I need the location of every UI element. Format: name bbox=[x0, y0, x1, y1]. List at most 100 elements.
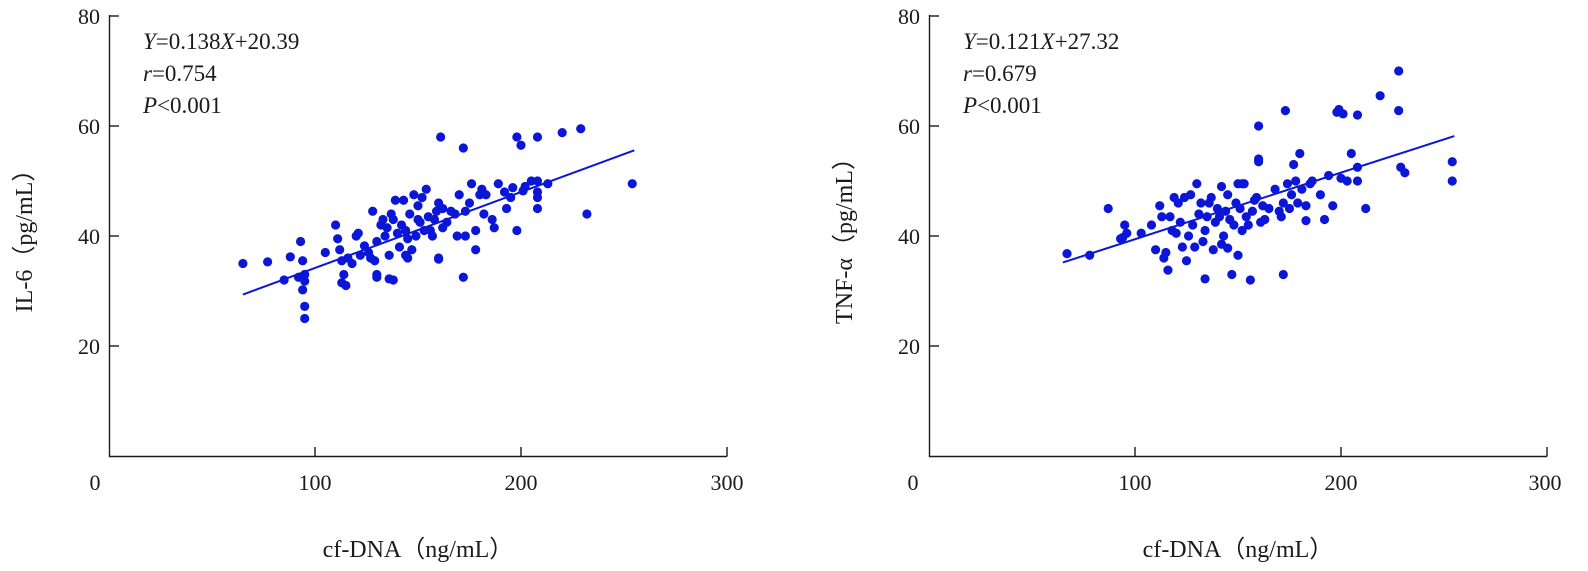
data-point bbox=[520, 181, 530, 192]
data-point bbox=[1291, 176, 1301, 186]
data-point bbox=[1324, 170, 1334, 181]
data-point bbox=[1181, 256, 1192, 266]
data-point bbox=[285, 252, 295, 262]
data-point bbox=[238, 258, 248, 269]
data-point bbox=[405, 209, 415, 219]
chart-tnf-alpha: TNF-α（pg/mL） cf-DNA（ng/mL） 0 100 200 300… bbox=[832, 4, 1562, 563]
data-point bbox=[401, 225, 411, 236]
data-point bbox=[300, 301, 310, 311]
p-symbol: P bbox=[142, 93, 157, 118]
y-axis: 20 40 60 80 bbox=[898, 4, 939, 457]
plot-area bbox=[1062, 66, 1457, 285]
data-point bbox=[320, 247, 330, 258]
data-point bbox=[1103, 203, 1113, 214]
data-point bbox=[487, 214, 497, 225]
data-point bbox=[382, 223, 392, 233]
data-point bbox=[1301, 216, 1311, 226]
data-point bbox=[1190, 242, 1200, 252]
data-point bbox=[413, 201, 423, 211]
regression-annotation: Y=0.138X+20.39 r=0.754 P<0.001 bbox=[142, 29, 299, 118]
data-point bbox=[1136, 228, 1146, 238]
eq-slope: =0.121 bbox=[976, 29, 1041, 54]
data-point bbox=[460, 231, 470, 241]
data-point bbox=[263, 257, 273, 267]
data-point bbox=[1284, 203, 1295, 214]
data-point bbox=[1278, 198, 1288, 208]
data-point bbox=[1200, 274, 1210, 284]
y-tick-label: 40 bbox=[898, 224, 920, 249]
data-point bbox=[388, 214, 398, 225]
data-point bbox=[1342, 176, 1352, 186]
data-point bbox=[1157, 212, 1167, 222]
data-point bbox=[300, 313, 310, 324]
data-point bbox=[1394, 66, 1404, 76]
data-point bbox=[1352, 162, 1363, 172]
data-point bbox=[532, 203, 543, 214]
data-point bbox=[1165, 212, 1175, 222]
data-point bbox=[1163, 265, 1173, 275]
data-point bbox=[1173, 198, 1183, 208]
data-point bbox=[353, 228, 363, 238]
y-tick-label: 40 bbox=[78, 224, 100, 249]
data-point bbox=[1122, 228, 1132, 238]
r-value: =0.679 bbox=[972, 61, 1037, 86]
eq-x-var: X bbox=[1040, 29, 1056, 54]
data-point bbox=[372, 236, 382, 247]
x-tick-label: 200 bbox=[1325, 470, 1358, 495]
eq-y-var: Y bbox=[963, 29, 978, 54]
r-value: =0.754 bbox=[152, 61, 217, 86]
x-tick-label: 100 bbox=[1119, 470, 1152, 495]
data-point bbox=[1085, 250, 1095, 260]
data-point bbox=[347, 258, 357, 269]
x-tick-label: 300 bbox=[711, 470, 744, 495]
data-point bbox=[464, 198, 475, 208]
data-point bbox=[543, 179, 553, 189]
data-point bbox=[380, 231, 390, 241]
data-point bbox=[394, 242, 405, 252]
data-point bbox=[1194, 209, 1204, 219]
data-point bbox=[1247, 206, 1258, 216]
data-point bbox=[339, 269, 349, 280]
data-point bbox=[466, 179, 477, 189]
data-point bbox=[1286, 190, 1297, 200]
data-point bbox=[479, 209, 489, 219]
data-point bbox=[1276, 212, 1286, 222]
data-point bbox=[1237, 179, 1247, 189]
data-point bbox=[471, 225, 481, 236]
x-axis-title: cf-DNA（ng/mL） bbox=[323, 537, 514, 563]
data-point bbox=[458, 272, 468, 282]
data-point bbox=[1151, 245, 1161, 255]
p-text: <0.001 bbox=[157, 93, 222, 118]
data-point bbox=[1328, 201, 1338, 211]
data-point bbox=[368, 206, 378, 216]
data-point bbox=[1293, 198, 1303, 208]
correlation-r: r=0.754 bbox=[143, 61, 217, 86]
data-point bbox=[384, 250, 394, 260]
data-point bbox=[293, 272, 304, 282]
data-point bbox=[576, 124, 586, 134]
x-axis: 0 100 200 300 bbox=[90, 447, 744, 495]
data-point bbox=[1196, 198, 1206, 208]
y-axis-title: IL-6（pg/mL） bbox=[12, 158, 38, 313]
data-point bbox=[337, 278, 347, 288]
plot-area bbox=[238, 124, 637, 324]
x-axis-title: cf-DNA（ng/mL） bbox=[1143, 537, 1334, 563]
p-symbol: P bbox=[962, 93, 977, 118]
data-point bbox=[1218, 231, 1229, 241]
data-point bbox=[407, 245, 417, 255]
chart-il6: IL-6（pg/mL） cf-DNA（ng/mL） 0 100 200 300 … bbox=[12, 4, 744, 563]
data-point bbox=[1301, 201, 1311, 211]
data-point bbox=[1394, 106, 1404, 116]
regression-equation: Y=0.138X+20.39 bbox=[143, 29, 299, 54]
data-point bbox=[1161, 247, 1171, 258]
y-axis: 20 40 60 80 bbox=[78, 4, 119, 457]
data-point bbox=[388, 275, 398, 285]
data-point bbox=[1146, 220, 1157, 230]
y-tick-label: 20 bbox=[78, 334, 100, 359]
data-point bbox=[370, 256, 380, 266]
data-point bbox=[458, 143, 468, 153]
eq-slope: =0.138 bbox=[156, 29, 221, 54]
data-point bbox=[1237, 225, 1247, 236]
data-point bbox=[1241, 212, 1251, 222]
